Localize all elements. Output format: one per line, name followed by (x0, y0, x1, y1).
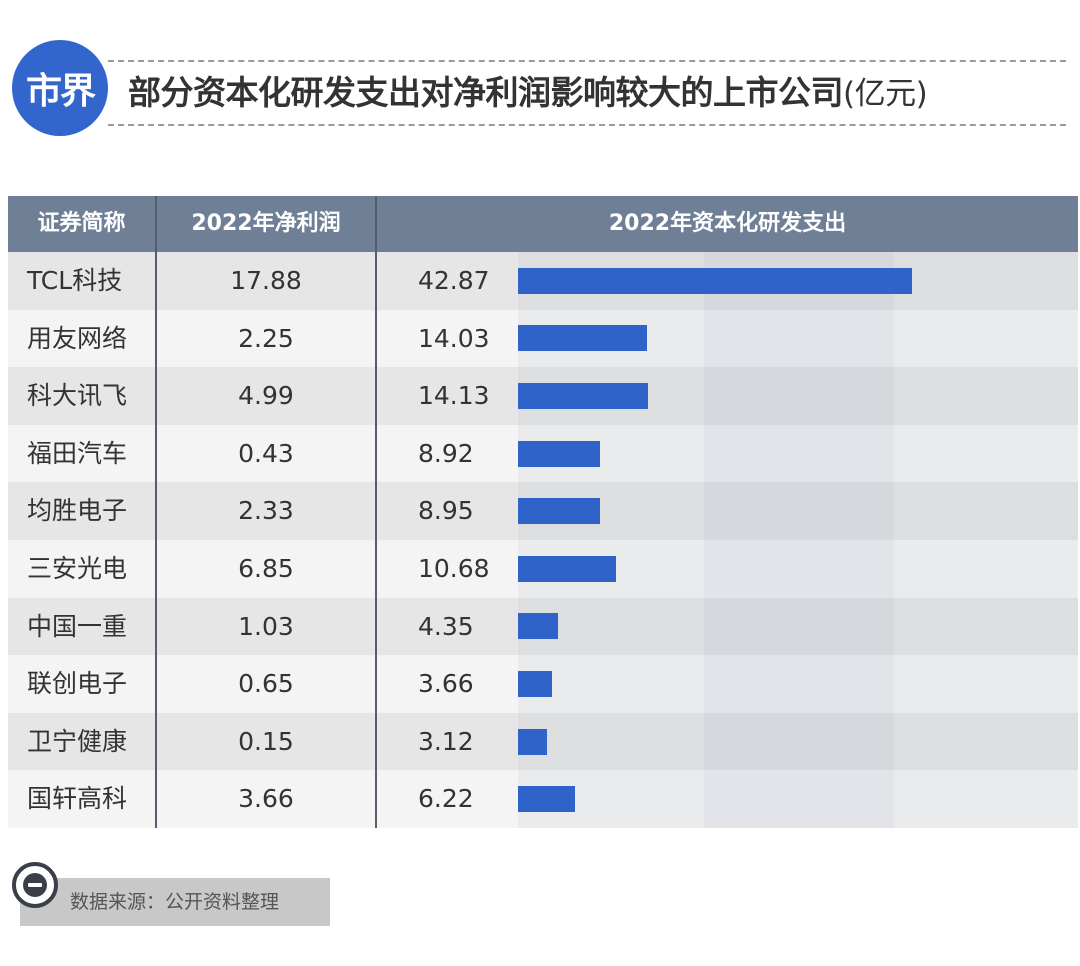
cell-name: 联创电子 (27, 669, 128, 699)
column-header-profit: 2022年净利润 (191, 211, 341, 236)
cell-rd-value: 8.92 (418, 438, 474, 468)
data-source-note: 数据来源：公开资料整理 (20, 878, 330, 926)
brand-logo: 市界 (12, 40, 108, 136)
cell-rd-value: 4.35 (418, 611, 474, 641)
cell-rd-value: 14.13 (418, 381, 490, 411)
bar-rd (518, 383, 648, 409)
cell-rd-value: 6.22 (418, 784, 474, 814)
bar-rd (518, 498, 601, 525)
cell-profit: 6.85 (238, 554, 294, 583)
cell-name: 科大讯飞 (27, 381, 128, 411)
cell-rd-value: 10.68 (418, 554, 490, 583)
bar-rd (518, 440, 600, 467)
grid-band (704, 252, 894, 828)
cell-name: TCL科技 (27, 266, 123, 295)
cell-profit: 1.03 (238, 611, 294, 641)
cell-name: 中国一重 (27, 611, 128, 641)
column-header-rd: 2022年资本化研发支出 (608, 211, 847, 236)
cell-name: 国轩高科 (27, 784, 128, 814)
cell-profit: 3.66 (238, 784, 294, 814)
column-divider (155, 196, 157, 828)
cell-profit: 2.33 (238, 496, 294, 526)
bar-rd (518, 671, 552, 697)
cell-rd-value: 14.03 (418, 323, 490, 353)
cell-profit: 0.65 (238, 669, 294, 699)
bar-rd (518, 613, 558, 640)
cell-rd-value: 8.95 (418, 496, 474, 526)
cell-profit: 0.15 (238, 726, 294, 756)
bar-rd (518, 555, 617, 582)
data-table: 证券简称 2022年净利润 2022年资本化研发支出 TCL科技 17.88 42.… (8, 196, 1078, 828)
bar-plot-area (518, 252, 1078, 828)
bar-rd (518, 325, 647, 352)
chart-title-unit: (亿元) (843, 76, 928, 112)
minus-circle-icon (12, 862, 58, 908)
grid-band (894, 252, 1078, 828)
column-header-name: 证券简称 (37, 211, 126, 236)
title-divider-bottom (108, 124, 1066, 126)
cell-profit: 4.99 (238, 381, 294, 411)
bar-rd (518, 267, 912, 294)
cell-rd-value: 42.87 (418, 266, 490, 295)
cell-name: 卫宁健康 (27, 726, 128, 756)
title-divider-top (108, 60, 1066, 62)
cell-profit: 0.43 (238, 438, 294, 468)
cell-profit: 17.88 (230, 266, 302, 295)
bar-rd (518, 728, 547, 755)
cell-name: 福田汽车 (27, 438, 128, 468)
chart-title: 部分资本化研发支出对净利润影响较大的上市公司(亿元) (128, 66, 928, 120)
bar-rd (518, 786, 576, 813)
table-header: 证券简称 2022年净利润 2022年资本化研发支出 (8, 196, 1078, 252)
table-row: 联创电子 0.65 3.66 (8, 655, 1078, 713)
cell-name: 三安光电 (27, 554, 128, 583)
cell-name: 均胜电子 (27, 496, 128, 526)
cell-rd-value: 3.12 (418, 726, 474, 756)
cell-profit: 2.25 (238, 323, 294, 353)
cell-rd-value: 3.66 (418, 669, 474, 699)
column-divider (375, 196, 377, 828)
chart-title-text: 部分资本化研发支出对净利润影响较大的上市公司 (128, 73, 844, 112)
cell-name: 用友网络 (27, 323, 128, 353)
